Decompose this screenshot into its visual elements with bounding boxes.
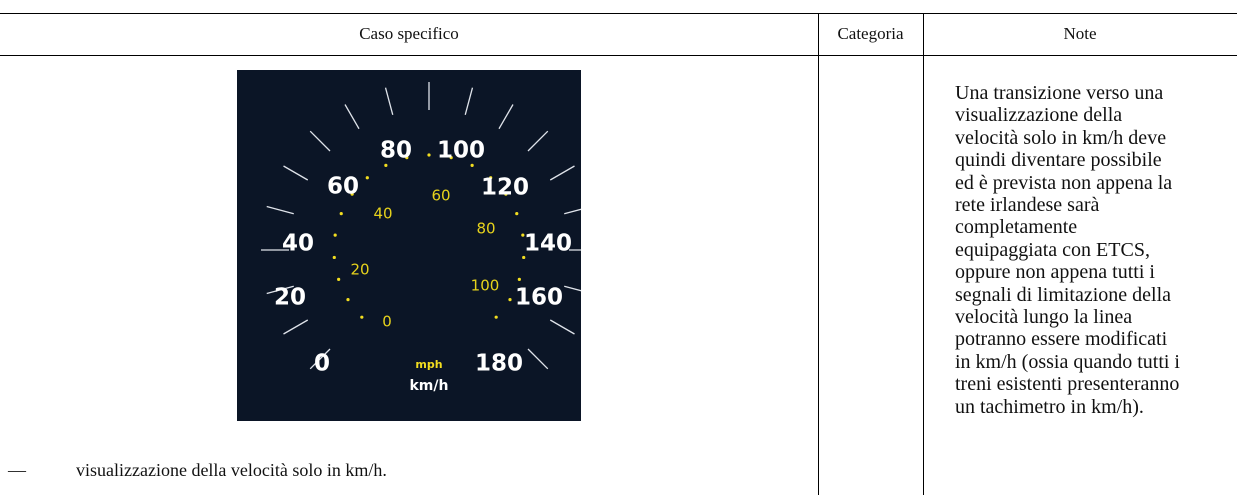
gauge-tick <box>266 285 294 295</box>
note-line: oppure non appena tutti i <box>955 261 1155 284</box>
gauge-dot <box>489 176 493 180</box>
note-line: quindi diventare possibile <box>955 149 1162 172</box>
gauge-tick <box>527 348 549 370</box>
note-line: segnali di limitazione della <box>955 283 1172 306</box>
note-line: un tachimetro in km/h). <box>955 395 1144 418</box>
bullet-text: visualizzazione della velocità solo in k… <box>76 460 387 480</box>
header-cell: Categoria <box>837 24 904 43</box>
gauge-tick <box>498 104 514 130</box>
note-line: Una transizione verso una <box>955 82 1164 104</box>
kmh-label: 140 <box>524 231 572 257</box>
kmh-label: 160 <box>515 285 563 311</box>
mph-label: 60 <box>431 187 450 205</box>
gauge-tick <box>564 285 581 292</box>
gauge-dot <box>517 277 521 281</box>
gauge-dot <box>405 156 409 160</box>
bullet-dash: — <box>8 460 26 480</box>
note-line: potranno essere modificati <box>955 328 1168 351</box>
gauge-dot <box>365 176 369 180</box>
note-line: in km/h (ossia quando tutti i <box>955 350 1180 373</box>
mph-label: 40 <box>373 205 392 223</box>
column-border <box>923 13 924 495</box>
mph-label: 100 <box>471 277 500 295</box>
kmh-label: 80 <box>380 138 412 164</box>
kmh-label: 60 <box>327 174 359 200</box>
note-text: Una transizione verso una visualizzazione… <box>955 82 1180 418</box>
mph-label: 80 <box>476 220 495 238</box>
gauge-tick <box>309 348 331 370</box>
gauge-tick <box>283 319 309 335</box>
gauge-dot <box>332 255 336 260</box>
kmh-label: 120 <box>481 175 529 201</box>
note-line: completamente <box>955 216 1078 239</box>
gauge-tick <box>283 165 309 181</box>
gauge-dot <box>337 277 341 281</box>
gauge-dot <box>515 212 519 216</box>
kmh-label: 180 <box>475 351 523 377</box>
kmh-label: 20 <box>274 285 306 311</box>
gauge-dot <box>350 192 354 196</box>
gauge-tick <box>564 208 581 215</box>
gauge-dot <box>449 156 453 160</box>
gauge-tick <box>464 87 474 115</box>
note-line: equipaggiata con ETCS, <box>955 238 1150 261</box>
gauge-dot <box>333 233 337 237</box>
gauge-dot <box>360 315 364 319</box>
gauge-dot <box>427 153 431 157</box>
header-cell: Note <box>1063 24 1097 43</box>
gauge-tick <box>549 165 575 181</box>
gauge-dot <box>522 255 526 260</box>
gauge-dot <box>494 315 498 319</box>
speedometer-image: 0 20 40 60 80 100 120 140 160 180 0 20 40 60 80 100 mph k… <box>237 70 581 421</box>
note-line: velocità solo in km/h deve <box>955 126 1167 149</box>
gauge-dot <box>521 233 525 237</box>
gauge-dot <box>346 298 350 302</box>
gauge-dot <box>504 192 508 196</box>
note-line: ed è prevista non appena la <box>955 171 1173 194</box>
note-line: visualizzazione della <box>955 104 1123 127</box>
gauge-dot <box>339 212 343 216</box>
note-line: treni esistenti presenteranno <box>955 373 1180 396</box>
gauge-background <box>237 70 581 421</box>
gauge-tick <box>527 130 549 152</box>
kmh-label: 100 <box>437 138 485 164</box>
gauge-tick <box>344 104 360 130</box>
gauge-tick <box>266 205 294 215</box>
header-cell: Caso specifico <box>359 24 459 43</box>
column-border <box>818 13 819 495</box>
header-border <box>0 55 1237 56</box>
gauge-dot <box>384 163 388 167</box>
kmh-label: 40 <box>282 231 314 257</box>
gauge-tick <box>384 87 394 115</box>
gauge-tick <box>309 130 331 152</box>
mph-label: 0 <box>382 313 392 331</box>
gauge-tick <box>549 319 575 335</box>
mph-label: 20 <box>350 261 369 279</box>
note-line: rete irlandese sarà <box>955 194 1100 217</box>
table-top-border <box>0 13 1237 14</box>
kmh-label: 0 <box>314 351 330 377</box>
mph-unit: mph <box>415 358 442 371</box>
gauge-dot <box>508 298 512 302</box>
gauge-dot <box>470 163 474 167</box>
kmh-unit: km/h <box>410 378 449 394</box>
note-line: velocità lungo la linea <box>955 306 1133 329</box>
